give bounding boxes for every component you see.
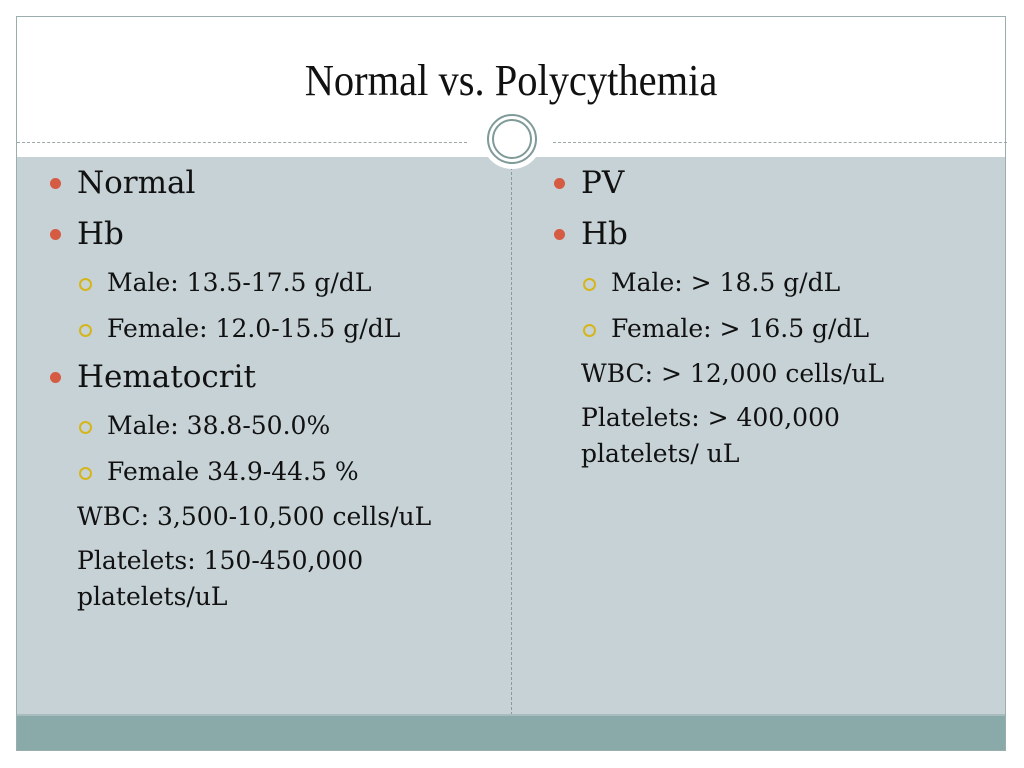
plain-text-item: WBC: > 12,000 cells/uL bbox=[581, 359, 885, 388]
bullet-item: Hematocrit bbox=[45, 356, 495, 407]
sub-bullet-item: Female 34.9-44.5 % bbox=[45, 453, 495, 499]
bullet-ring-icon bbox=[79, 421, 92, 434]
sub-bullet-item: Male: 38.8-50.0% bbox=[45, 407, 495, 453]
bullet-dot-icon bbox=[50, 178, 61, 189]
circle-ornament-inner-icon bbox=[492, 119, 532, 159]
bullet-item: Hb bbox=[45, 213, 495, 264]
bullet-item: Normal bbox=[45, 162, 495, 213]
column-divider bbox=[511, 157, 512, 715]
bullet-ring-icon bbox=[79, 324, 92, 337]
bullet-dot-icon bbox=[554, 178, 565, 189]
bullet-dot-icon bbox=[50, 372, 61, 383]
left-column: Normal Hb Male: 13.5-17.5 g/dL Female: 1… bbox=[45, 162, 495, 623]
slide: Normal vs. Polycythemia Normal Hb Male: … bbox=[16, 16, 1007, 751]
plain-text-item: WBC: 3,500-10,500 cells/uL bbox=[77, 502, 432, 531]
bullet-item: PV bbox=[549, 162, 979, 213]
sub-bullet-item: Female: > 16.5 g/dL bbox=[549, 310, 979, 356]
sub-bullet-item: Male: > 18.5 g/dL bbox=[549, 264, 979, 310]
bullet-dot-icon bbox=[50, 229, 61, 240]
bullet-ring-icon bbox=[583, 324, 596, 337]
sub-bullet-item: Male: 13.5-17.5 g/dL bbox=[45, 264, 495, 310]
bullet-ring-icon bbox=[79, 467, 92, 480]
plain-text-item: Platelets: > 400,000 platelets/ uL bbox=[581, 403, 840, 468]
slide-title: Normal vs. Polycythemia bbox=[304, 56, 718, 105]
bullet-item: Hb bbox=[549, 213, 979, 264]
plain-text-item: Platelets: 150-450,000 platelets/uL bbox=[77, 546, 364, 611]
title-divider-left bbox=[17, 142, 467, 143]
footer-band bbox=[17, 714, 1005, 750]
sub-bullet-item: Female: 12.0-15.5 g/dL bbox=[45, 310, 495, 356]
bullet-ring-icon bbox=[79, 278, 92, 291]
bullet-ring-icon bbox=[583, 278, 596, 291]
right-column: PV Hb Male: > 18.5 g/dL Female: > 16.5 g… bbox=[549, 162, 979, 480]
title-divider-right bbox=[553, 142, 1007, 143]
bullet-dot-icon bbox=[554, 229, 565, 240]
